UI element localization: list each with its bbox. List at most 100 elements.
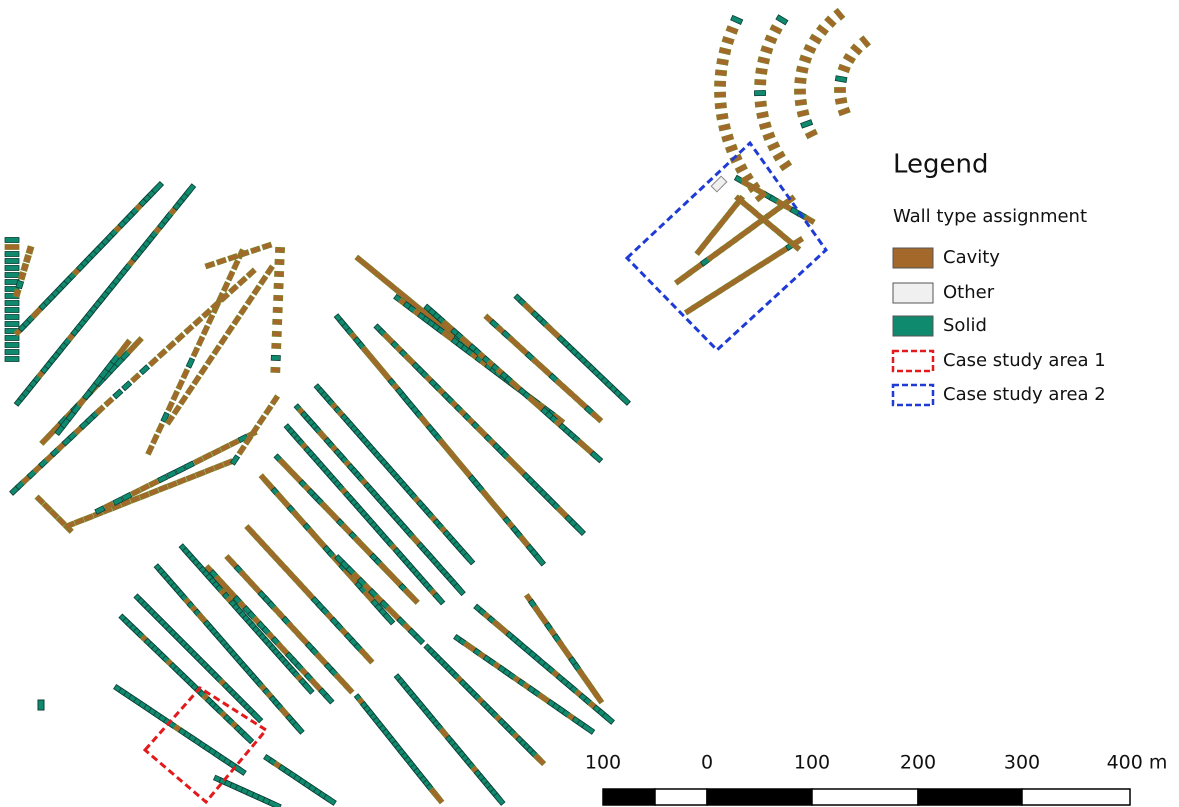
scale-bar: 100 0 100 200 300 400 m — [585, 752, 1168, 806]
building — [213, 461, 225, 471]
building — [165, 400, 175, 413]
building — [756, 111, 769, 119]
building — [17, 271, 27, 281]
building — [150, 180, 165, 195]
building — [589, 450, 604, 464]
building — [120, 338, 132, 351]
scale-segment — [811, 788, 919, 806]
building — [716, 112, 729, 121]
building — [94, 404, 106, 416]
building — [210, 299, 222, 311]
building — [112, 388, 124, 400]
building — [271, 342, 282, 349]
building — [592, 690, 605, 705]
building — [4, 272, 20, 278]
building — [824, 15, 837, 28]
building — [204, 260, 216, 270]
building — [12, 288, 22, 298]
building — [37, 699, 45, 711]
building — [250, 710, 264, 724]
building — [274, 258, 285, 266]
building — [103, 500, 115, 511]
building — [589, 410, 604, 424]
building — [4, 321, 20, 327]
building — [156, 348, 168, 360]
building — [716, 58, 729, 66]
scale-segment — [917, 788, 1023, 806]
building — [4, 307, 20, 313]
building — [231, 259, 241, 271]
building — [794, 88, 806, 95]
building — [794, 77, 807, 85]
building — [4, 237, 20, 243]
building — [201, 307, 213, 319]
building — [4, 258, 20, 264]
building — [754, 90, 766, 97]
building — [718, 123, 731, 132]
building — [274, 246, 286, 254]
building — [581, 722, 596, 735]
building — [229, 454, 241, 466]
scale-segment — [654, 788, 708, 806]
building — [183, 323, 195, 335]
building — [210, 447, 222, 457]
building — [245, 267, 257, 279]
building — [796, 109, 810, 118]
building — [232, 763, 247, 776]
building — [240, 731, 255, 745]
building — [4, 300, 20, 306]
building — [837, 63, 851, 74]
building — [194, 469, 206, 479]
scale-label: 100 — [585, 752, 621, 774]
building — [219, 442, 231, 453]
scale-segment — [1021, 788, 1131, 806]
building — [342, 682, 355, 695]
building — [165, 469, 178, 479]
building — [834, 75, 848, 83]
scale-label: 400 m — [1107, 752, 1168, 774]
building — [775, 14, 789, 26]
building — [757, 56, 771, 65]
building — [362, 652, 375, 665]
building — [261, 241, 273, 251]
building — [842, 53, 856, 64]
building — [271, 330, 282, 337]
building — [249, 245, 262, 255]
building — [725, 25, 739, 35]
building — [231, 314, 242, 326]
building — [55, 515, 67, 527]
building — [772, 150, 786, 162]
building — [121, 380, 133, 392]
building — [192, 315, 204, 327]
building — [754, 100, 767, 108]
building — [710, 175, 728, 193]
building — [130, 372, 142, 384]
building — [73, 516, 85, 526]
legend-label: Case study area 2 — [943, 384, 1106, 405]
building — [236, 444, 247, 456]
building — [48, 508, 60, 520]
building — [205, 313, 216, 325]
building — [492, 792, 506, 806]
building — [724, 143, 739, 154]
building — [221, 281, 231, 293]
legend-label: Cavity — [943, 247, 1000, 268]
building — [138, 491, 151, 501]
building — [218, 291, 231, 303]
building — [714, 80, 727, 87]
scale-label: 300 — [1004, 752, 1040, 774]
building — [218, 334, 229, 346]
building — [64, 520, 76, 530]
building — [20, 262, 30, 272]
building — [200, 324, 211, 336]
building — [156, 473, 169, 484]
building — [740, 172, 754, 184]
building — [171, 404, 182, 416]
legend-swatch — [891, 383, 935, 407]
building — [164, 414, 176, 426]
scale-label: 100 — [794, 752, 830, 774]
building — [226, 270, 236, 282]
legend-label: Solid — [943, 315, 987, 336]
building — [251, 284, 262, 296]
building — [809, 33, 823, 45]
